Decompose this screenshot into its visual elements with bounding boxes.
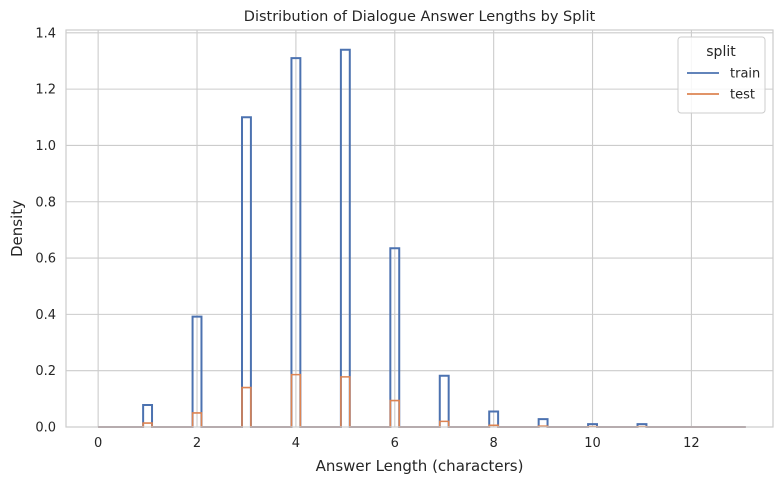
plot-frame	[65, 29, 774, 428]
x-tick-label: 6	[391, 436, 399, 451]
x-tick-label: 0	[94, 436, 102, 451]
x-tick-label: 2	[193, 436, 201, 451]
x-tick-label: 12	[683, 436, 700, 451]
y-axis-title: Density	[8, 200, 26, 257]
y-tick-label: 0.6	[35, 252, 56, 267]
x-tick-label: 4	[292, 436, 300, 451]
bar-test-5	[341, 377, 350, 427]
bar-test-7	[440, 421, 449, 427]
y-tick-label: 0.8	[35, 195, 56, 210]
legend-title: split	[706, 44, 736, 60]
x-tick-label: 8	[490, 436, 498, 451]
grid-lines	[66, 30, 773, 428]
x-tick-label: 10	[584, 436, 601, 451]
y-tick-label: 0.0	[35, 421, 56, 436]
tick-labels: 0 2 4 6 8 10 12 0.0 0.2 0.4 0.6 0.8 1.0 1.2 1.4	[35, 26, 699, 451]
series-train-step-outline	[98, 48, 746, 428]
x-axis-title: Answer Length (characters)	[316, 457, 524, 475]
y-tick-label: 1.0	[35, 139, 56, 154]
legend-label-train: train	[730, 67, 760, 82]
y-tick-label: 1.2	[35, 83, 56, 98]
series-test-step-outline	[98, 373, 746, 428]
y-tick-label: 0.4	[35, 308, 56, 323]
bar-train-7	[440, 376, 449, 427]
chart-title: Distribution of Dialogue Answer Lengths …	[244, 9, 596, 25]
bar-test-3	[242, 388, 251, 427]
bar-train-3	[242, 117, 251, 427]
y-tick-label: 0.2	[35, 364, 56, 379]
legend-label-test: test	[730, 88, 755, 103]
y-tick-label: 1.4	[35, 26, 56, 41]
legend: split train test	[677, 36, 766, 114]
